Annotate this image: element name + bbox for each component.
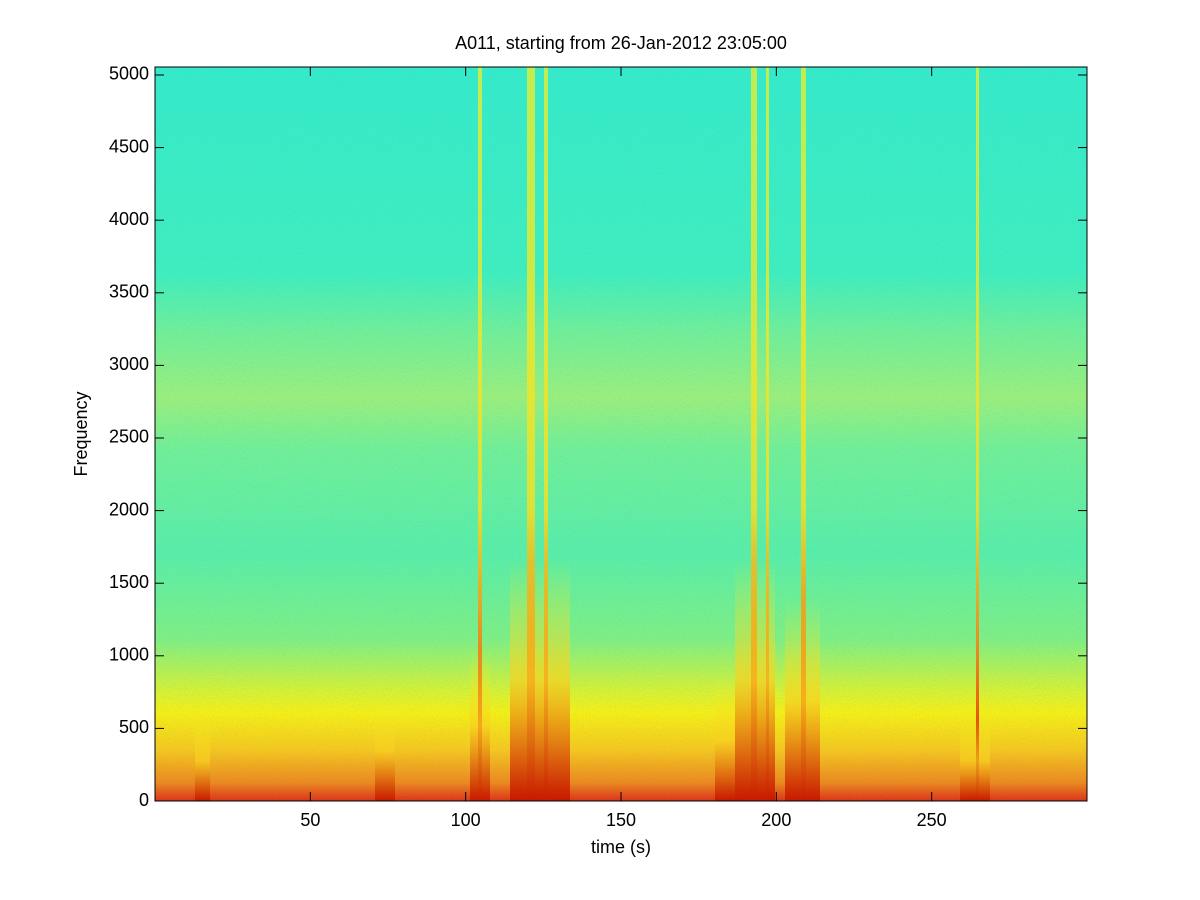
y-axis-label: Frequency (71, 391, 91, 476)
y-tick-label: 2500 (109, 427, 149, 447)
y-tick-label: 1000 (109, 645, 149, 665)
y-tick-label: 500 (119, 717, 149, 737)
y-tick-label: 2000 (109, 499, 149, 519)
x-tick-label: 100 (451, 810, 481, 830)
x-tick-label: 50 (300, 810, 320, 830)
y-tick-label: 5000 (109, 64, 149, 84)
y-tick-label: 4500 (109, 136, 149, 156)
x-axis-label: time (s) (591, 837, 651, 857)
y-tick-label: 3000 (109, 354, 149, 374)
spectrogram-image (155, 67, 1087, 801)
y-tick-label: 0 (139, 790, 149, 810)
y-tick-label: 3500 (109, 282, 149, 302)
x-tick-label: 200 (761, 810, 791, 830)
x-tick-label: 250 (917, 810, 947, 830)
chart-title: A011, starting from 26-Jan-2012 23:05:00 (455, 33, 787, 53)
x-tick-label: 150 (606, 810, 636, 830)
y-tick-label: 4000 (109, 209, 149, 229)
y-tick-label: 1500 (109, 572, 149, 592)
